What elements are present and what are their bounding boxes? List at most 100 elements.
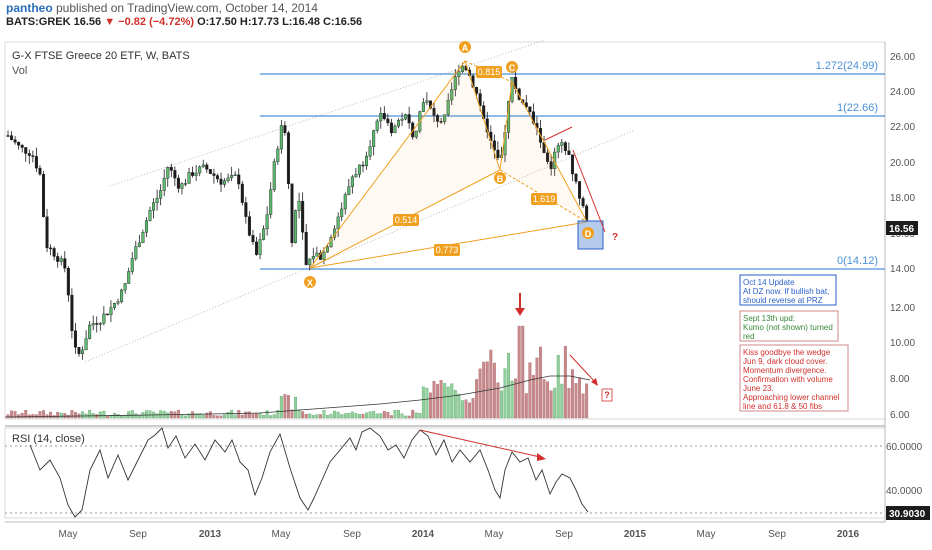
candle-down (212, 173, 216, 176)
volume-bar (63, 413, 67, 419)
x-tick-label: 2015 (624, 529, 647, 540)
rsi-pane: 60.0000 40.0000 30.9030 (5, 427, 930, 520)
candle-up (308, 258, 312, 266)
publisher-username[interactable]: pantheo (6, 1, 53, 15)
annotation-oct14[interactable]: Oct 14 Update At DZ now. If bullish bat,… (739, 274, 837, 306)
volume-bar (283, 394, 287, 419)
point-label-b: B (497, 174, 504, 184)
point-label-x: X (307, 278, 313, 288)
candle-down (496, 149, 500, 158)
volume-bar (49, 411, 53, 419)
candle-down (95, 323, 99, 325)
candle-down (574, 173, 578, 182)
volume-bar (382, 411, 386, 419)
y-tick-label: 26.00 (890, 52, 915, 63)
volume-bar (471, 398, 475, 419)
candle-down (237, 174, 241, 185)
volume-bar (581, 393, 585, 419)
x-tick-label: May (59, 529, 78, 540)
candle-down (439, 121, 443, 123)
volume-bar (237, 410, 241, 419)
volume-bar (17, 414, 21, 419)
candle-down (563, 142, 567, 151)
y-tick-label: 12.00 (890, 303, 915, 314)
fib-levels: 1.272(24.99) 1(22.66) 0(14.12) (260, 60, 885, 270)
volume-bar (240, 414, 244, 419)
volume-bar (361, 413, 365, 419)
volume-bar (439, 380, 443, 419)
volume-bar (120, 415, 124, 419)
candle-up (226, 177, 230, 181)
volume-bar (418, 413, 422, 419)
annotation-sept13[interactable]: Sept 13th upd: Kumo (not shown) turned r… (739, 310, 839, 342)
rsi-line (29, 427, 589, 518)
candle-up (350, 176, 354, 187)
candle-down (301, 201, 305, 233)
candle-up (198, 166, 202, 174)
candle-up (116, 301, 120, 304)
candle-up (166, 167, 170, 179)
candle-down (546, 152, 550, 162)
volume-bar (453, 390, 457, 419)
annotation-kiss[interactable]: Kiss goodbye the wedge Jun 9, dark cloud… (739, 344, 849, 412)
candle-up (180, 183, 184, 189)
volume-bar (432, 381, 436, 419)
candle-down (105, 313, 109, 316)
volume-label: Vol (12, 65, 27, 77)
volume-bar (514, 378, 518, 419)
candle-up (375, 120, 379, 131)
y-tick-label: 10.00 (890, 338, 915, 349)
volume-bar (389, 415, 393, 419)
candle-down (13, 139, 17, 143)
volume-bar (365, 412, 368, 419)
volume-bar (262, 415, 266, 419)
volume-bar (311, 414, 315, 419)
ratio-label: 0.514 (395, 215, 418, 225)
volume-bar (42, 410, 45, 419)
candle-down (251, 235, 255, 243)
volume-bar (350, 411, 354, 419)
volume-bar (20, 412, 24, 419)
volume-bar (74, 412, 77, 419)
volume-bar (194, 413, 198, 419)
volume-bar (567, 388, 571, 419)
fib-label: 1.272(24.99) (816, 60, 878, 72)
annotation-line: Sept 13th upd: (743, 314, 795, 323)
volume-bar (31, 414, 35, 419)
y-tick-label: 8.00 (890, 374, 910, 385)
volume-bar (98, 411, 102, 419)
ratio-label: 1.619 (533, 194, 556, 204)
ratio-labels: 0.815 0.514 1.619 0.773 (393, 66, 557, 256)
y-tick-label: 18.00 (890, 193, 915, 204)
annotation-line: Jun 9, dark cloud cover. (743, 357, 828, 366)
candle-up (187, 172, 191, 184)
volume-bar (38, 411, 42, 419)
volume-bar (191, 411, 195, 419)
candle-up (343, 194, 347, 210)
volume-bar (464, 399, 468, 419)
candle-up (294, 210, 298, 243)
rsi-divergence-line (419, 429, 541, 458)
candle-down (475, 87, 479, 94)
candle-down (240, 183, 244, 203)
price-candles (6, 62, 589, 360)
annotation-line: Confirmation with volume (743, 375, 833, 384)
candle-down (49, 247, 53, 250)
annotation-line: line and 61.8 & 50 fibs (743, 402, 822, 411)
candle-up (311, 256, 315, 260)
volume-bar (269, 415, 273, 419)
candle-up (91, 323, 95, 326)
x-tick-label: 2014 (412, 529, 435, 540)
annotation-line: Approaching lower channel (743, 393, 840, 402)
rsi-tick-label: 40.0000 (886, 486, 923, 497)
candle-up (393, 125, 397, 134)
volume-bar (499, 390, 503, 419)
volume-bar (81, 411, 84, 419)
chart-title: G-X FTSE Greece 20 ETF, W, BATS (12, 50, 190, 62)
volume-bar (333, 410, 337, 419)
candle-up (556, 145, 560, 153)
volume-bar (279, 395, 283, 419)
candle-down (581, 198, 585, 207)
symbol-name[interactable]: BATS:GREK (6, 16, 71, 28)
